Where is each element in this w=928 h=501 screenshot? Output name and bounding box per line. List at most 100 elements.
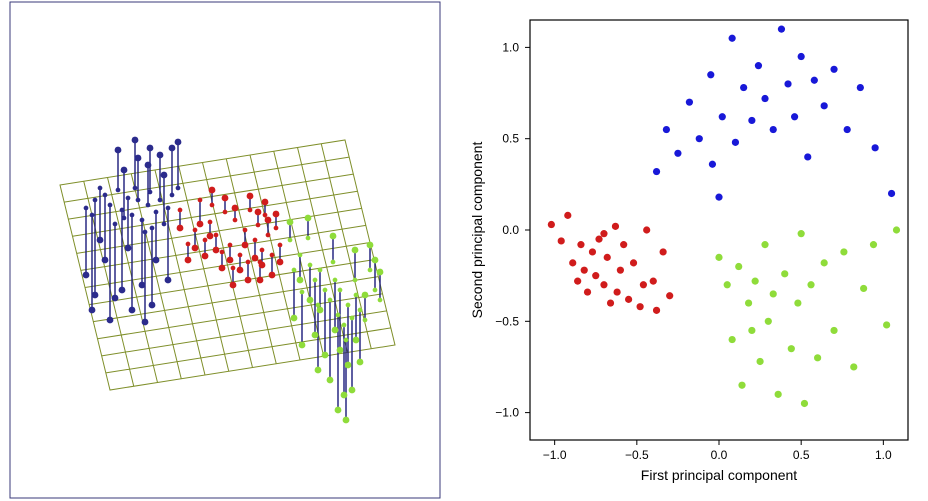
data-point: [112, 295, 119, 302]
projected-point: [258, 260, 263, 265]
scatter-point: [755, 62, 762, 69]
data-point: [132, 137, 139, 144]
projected-point: [150, 226, 155, 231]
y-tick-label: 0.0: [502, 223, 519, 237]
data-point: [305, 215, 312, 222]
scatter-point: [696, 135, 703, 142]
projected-point: [231, 266, 236, 271]
projected-point: [353, 278, 358, 283]
y-tick-label: −0.5: [495, 314, 519, 328]
scatter-point: [574, 278, 581, 285]
panel-3d-svg: [0, 0, 445, 501]
scatter-point: [791, 113, 798, 120]
scatter-point: [732, 139, 739, 146]
data-point: [169, 145, 176, 152]
projected-point: [378, 298, 383, 303]
scatter-point: [709, 161, 716, 168]
data-point: [362, 292, 369, 299]
scatter-point: [614, 288, 621, 295]
projected-point: [243, 228, 248, 233]
scatter-point: [794, 299, 801, 306]
data-point: [322, 352, 329, 359]
scatter-point: [781, 270, 788, 277]
scatter-point: [663, 126, 670, 133]
projected-point: [108, 203, 113, 208]
scatter-point: [617, 267, 624, 274]
projected-point: [198, 198, 203, 203]
scatter-point: [653, 307, 660, 314]
projected-point: [126, 196, 131, 201]
projected-point: [170, 193, 175, 198]
scatter-point: [674, 150, 681, 157]
data-point: [367, 242, 374, 249]
scatter-point: [592, 272, 599, 279]
data-point: [125, 245, 132, 252]
scatter-point: [893, 226, 900, 233]
scatter-point: [888, 190, 895, 197]
scatter-point: [735, 263, 742, 270]
projected-point: [270, 253, 275, 258]
scatter-point: [770, 126, 777, 133]
data-point: [349, 387, 356, 394]
data-point: [149, 302, 156, 309]
projected-point: [328, 298, 333, 303]
scatter-point: [761, 241, 768, 248]
projected-point: [154, 210, 159, 215]
scatter-point: [857, 84, 864, 91]
projected-point: [298, 253, 303, 258]
x-tick-label: −1.0: [543, 448, 567, 462]
plot-frame: [530, 20, 908, 440]
data-point: [102, 257, 109, 264]
data-point: [345, 362, 352, 369]
scatter-point: [775, 391, 782, 398]
data-point: [242, 242, 249, 249]
projected-point: [90, 213, 95, 218]
projected-point: [203, 238, 208, 243]
projected-point: [274, 226, 279, 231]
projected-point: [248, 208, 253, 213]
panel-3d-frame: [10, 2, 440, 498]
projected-point: [323, 288, 328, 293]
data-point: [219, 265, 226, 272]
projected-point: [223, 210, 228, 215]
scatter-point: [840, 248, 847, 255]
scatter-point: [548, 221, 555, 228]
data-point: [139, 282, 146, 289]
projected-point: [103, 193, 108, 198]
scatter-point: [821, 259, 828, 266]
data-point: [337, 347, 344, 354]
data-point: [92, 292, 99, 299]
panel-2d-svg: −1.0−0.50.00.51.0−1.0−0.50.00.51.0First …: [445, 0, 928, 501]
data-point: [153, 257, 160, 264]
data-point: [142, 319, 149, 326]
scatter-point: [589, 248, 596, 255]
projected-point: [84, 206, 89, 211]
data-point: [237, 267, 244, 274]
projected-point: [266, 233, 271, 238]
data-point: [341, 392, 348, 399]
projected-point: [228, 243, 233, 248]
scatter-point: [844, 126, 851, 133]
data-point: [265, 217, 272, 224]
panel-3d: [0, 0, 445, 501]
scatter-point: [715, 254, 722, 261]
scatter-point: [577, 241, 584, 248]
projected-point: [306, 236, 311, 241]
projected-point: [344, 338, 349, 343]
scatter-point: [719, 113, 726, 120]
projected-point: [214, 233, 219, 238]
projected-point: [333, 278, 338, 283]
data-point: [269, 272, 276, 279]
data-point: [357, 359, 364, 366]
projected-point: [373, 288, 378, 293]
projected-point: [146, 203, 151, 208]
scatter-point: [798, 53, 805, 60]
projected-point: [263, 213, 268, 218]
projected-point: [113, 222, 118, 227]
scatter-point: [581, 267, 588, 274]
y-tick-label: −1.0: [495, 406, 519, 420]
data-point: [247, 193, 254, 200]
data-point: [207, 233, 214, 240]
scatter-point: [807, 281, 814, 288]
scatter-point: [625, 296, 632, 303]
